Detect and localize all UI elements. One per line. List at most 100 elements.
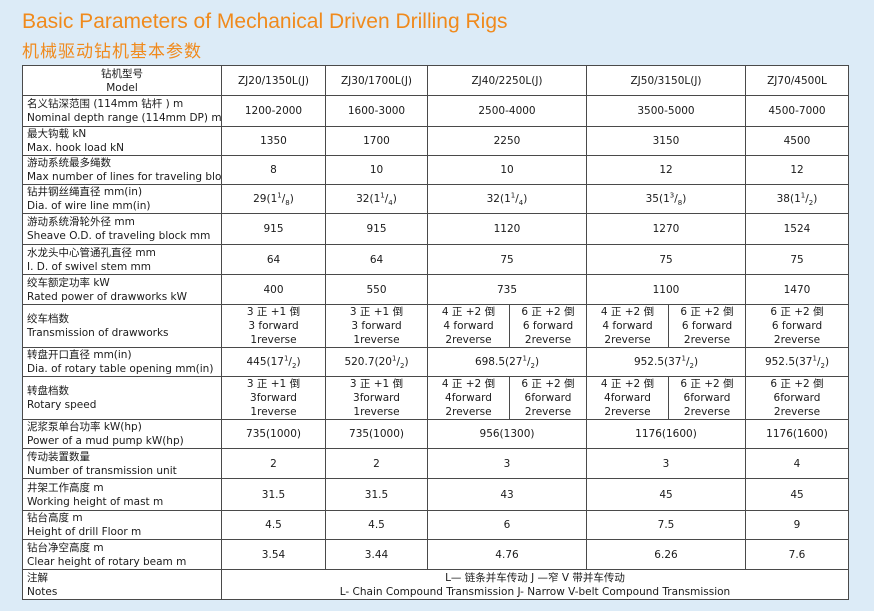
row-header: 注解 Notes (22, 569, 222, 600)
table-cell: 64 (325, 244, 428, 275)
model-cell: ZJ30/1700L(J) (325, 65, 428, 96)
table-cell: 2 (325, 448, 428, 479)
row-label-en: Notes (27, 585, 58, 598)
table-cell: 1600-3000 (325, 95, 428, 127)
table-cell: 31.5 (221, 478, 326, 511)
table-cell: 3 (586, 448, 746, 479)
table-cell: 1176(1600) (745, 419, 849, 449)
table-row-lines: 游动系统最多绳数 Max number of lines for traveli… (22, 155, 849, 185)
table-row-floor: 钻台高度 m Height of drill Floor m 4.5 4.5 6… (22, 510, 849, 540)
table-cell: 1200-2000 (221, 95, 326, 127)
row-label-en: Max. hook load kN (27, 142, 125, 154)
table-row-swivel: 水龙头中心管通孔直径 mm I. D. of swivel stem mm 64… (22, 244, 849, 275)
table-cell: 4500 (745, 126, 849, 156)
row-header: 水龙头中心管通孔直径 mm I. D. of swivel stem mm (22, 244, 222, 275)
row-header: 游动系统最多绳数 Max number of lines for traveli… (22, 155, 222, 185)
model-cell: ZJ40/2250L(J) (427, 65, 587, 96)
table-cell: 2250 (427, 126, 587, 156)
table-cell: 2 (221, 448, 326, 479)
table-cell: 3500-5000 (586, 95, 746, 127)
row-label-en: Dia. of rotary table opening mm(in) (27, 363, 214, 375)
row-label-cn: 钻台净空高度 m (27, 541, 104, 554)
table-row-pump: 泥浆泵单台功率 kW(hp) Power of a mud pump kW(hp… (22, 419, 849, 449)
table-cell: 45 (745, 478, 849, 511)
row-header: 钻井钢丝绳直径 mm(in) Dia. of wire line mm(in) (22, 184, 222, 214)
table-cell: 38(11/2) (745, 184, 849, 214)
row-label-cn: 转盘档数 (27, 385, 69, 397)
table-cell: 3 正 +1 倒 3forward 1reverse (325, 376, 428, 420)
row-label-cn: 绞车档数 (27, 313, 69, 325)
table-cell: 1470 (745, 274, 849, 305)
row-label-en: Clear height of rotary beam m (27, 555, 187, 568)
table-row-depth: 名义钻深范围 (114mm 钻杆 ) m Nominal depth range… (22, 95, 849, 127)
table-cell: 6 正 +2 倒 6forward 2reverse (668, 376, 746, 420)
table-cell: 3.54 (221, 539, 326, 570)
table-cell: 1524 (745, 213, 849, 245)
row-label-en: Number of transmission unit (27, 464, 177, 477)
table-row-wire: 钻井钢丝绳直径 mm(in) Dia. of wire line mm(in) … (22, 184, 849, 214)
row-label-cn: 传动装置数量 (27, 450, 90, 463)
table-cell: 3.44 (325, 539, 428, 570)
table-cell: 29(11/8) (221, 184, 326, 214)
table-cell: 4 (745, 448, 849, 479)
table-cell: 9 (745, 510, 849, 540)
table-cell: 4 正 +2 倒 4forward 2reverse (427, 376, 510, 420)
table-row-beam: 钻台净空高度 m Clear height of rotary beam m 3… (22, 539, 849, 570)
table-cell: 3 正 +1 倒 3forward 1reverse (221, 376, 326, 420)
model-header-cell: 钻机型号 Model (22, 65, 222, 96)
row-label-en: Transmission of drawworks (27, 327, 169, 339)
table-cell: 6 正 +2 倒 6forward 2reverse (745, 376, 849, 420)
table-cell: 32(11/4) (325, 184, 428, 214)
row-label-cn: 井架工作高度 m (27, 481, 104, 494)
row-label-cn: 名义钻深范围 (114mm 钻杆 ) m (27, 98, 184, 110)
row-header: 最大钩载 kN Max. hook load kN (22, 126, 222, 156)
table-cell: 956(1300) (427, 419, 587, 449)
table-cell: 6 正 +2 倒 6forward 2reverse (509, 376, 587, 420)
row-label-cn: 游动系统最多绳数 (27, 157, 111, 169)
table-cell: 7.5 (586, 510, 746, 540)
table-cell: 4.76 (427, 539, 587, 570)
row-header: 游动系统滑轮外径 mm Sheave O.D. of traveling blo… (22, 213, 222, 245)
notes-cell: L— 链条并车传动 J —窄 V 带并车传动 L- Chain Compound… (221, 569, 849, 600)
table-cell: 735 (427, 274, 587, 305)
table-cell: 952.5(371/2) (745, 347, 849, 377)
row-label-en: Sheave O.D. of traveling block mm (27, 230, 211, 242)
notes-text-en: L- Chain Compound Transmission J- Narrow… (339, 585, 731, 598)
row-label-cn: 水龙头中心管通孔直径 mm (27, 246, 156, 259)
row-label-cn: 转盘开口直径 mm(in) (27, 349, 132, 361)
row-label-en: Dia. of wire line mm(in) (27, 200, 151, 212)
table-cell: 3150 (586, 126, 746, 156)
page-title-cn: 机械驱动钻机基本参数 (22, 42, 202, 62)
row-label-cn: 注解 (27, 571, 48, 584)
table-cell: 915 (325, 213, 428, 245)
table-cell: 1270 (586, 213, 746, 245)
model-cell: ZJ70/4500L (745, 65, 849, 96)
table-cell: 1350 (221, 126, 326, 156)
table-row-units: 传动装置数量 Number of transmission unit 2 2 3… (22, 448, 849, 479)
table-cell: 4500-7000 (745, 95, 849, 127)
row-label-en: Rotary speed (27, 399, 97, 411)
table-cell: 6.26 (586, 539, 746, 570)
row-header: 泥浆泵单台功率 kW(hp) Power of a mud pump kW(hp… (22, 419, 222, 449)
table-cell: 35(13/8) (586, 184, 746, 214)
row-label-cn: 泥浆泵单台功率 kW(hp) (27, 421, 142, 433)
table-cell: 952.5(371/2) (586, 347, 746, 377)
table-cell: 4 正 +2 倒 4forward 2reverse (586, 376, 669, 420)
table-cell: 1700 (325, 126, 428, 156)
table-cell: 45 (586, 478, 746, 511)
row-label-en: Max number of lines for traveling block (27, 171, 222, 183)
page-title: Basic Parameters of Mechanical Driven Dr… (22, 10, 508, 33)
table-cell: 520.7(201/2) (325, 347, 428, 377)
table-cell: 32(11/4) (427, 184, 587, 214)
table-cell: 43 (427, 478, 587, 511)
table-cell: 1120 (427, 213, 587, 245)
table-cell: 445(171/2) (221, 347, 326, 377)
table-row-hook: 最大钩载 kN Max. hook load kN 1350 1700 2250… (22, 126, 849, 156)
table-cell: 64 (221, 244, 326, 275)
row-label-en: Height of drill Floor m (27, 526, 142, 538)
